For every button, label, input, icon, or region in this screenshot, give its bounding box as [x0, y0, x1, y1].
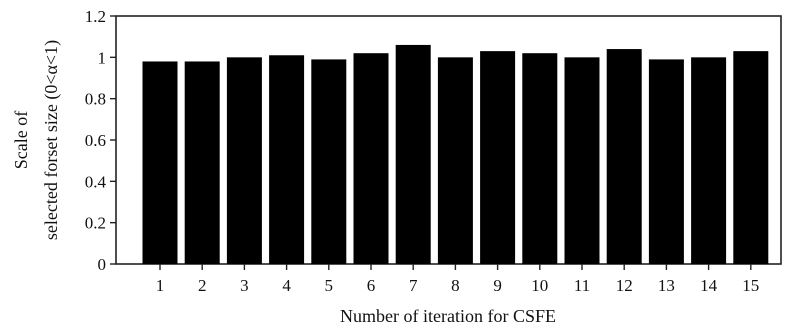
bar-14 [691, 57, 727, 265]
x-tick-label: 6 [367, 276, 376, 295]
x-tick-label: 15 [742, 276, 759, 295]
x-tick-label: 9 [493, 276, 502, 295]
bar-1 [142, 61, 178, 264]
y-tick-label: 1.2 [85, 7, 106, 26]
bar-9 [480, 51, 516, 265]
x-tick-label: 11 [574, 276, 590, 295]
y-tick-label: 0.2 [85, 214, 106, 233]
y-axis-title-line-2: selected forset size (0<α<1) [41, 40, 62, 240]
x-tick-label: 7 [409, 276, 418, 295]
y-tick-label: 0.6 [85, 131, 106, 150]
bar-13 [648, 59, 684, 265]
bar-12 [606, 49, 642, 264]
bar-11 [564, 57, 600, 265]
x-tick-label: 13 [658, 276, 675, 295]
bar-15 [733, 51, 769, 265]
x-tick-label: 14 [700, 276, 718, 295]
bar-4 [269, 55, 305, 265]
bar-2 [184, 61, 220, 264]
x-tick-label: 2 [198, 276, 207, 295]
y-axis: 0 0.2 0.4 0.6 0.8 1 1.2 [85, 7, 116, 274]
y-tick-label: 0 [98, 255, 107, 274]
x-tick-label: 12 [616, 276, 633, 295]
x-axis-title: Number of iteration for CSFE [340, 306, 556, 326]
x-tick-label: 3 [240, 276, 249, 295]
x-tick-label: 10 [531, 276, 548, 295]
bar-6 [353, 53, 389, 265]
y-axis-title-line-1: Scale of [11, 111, 31, 169]
y-tick-label: 0.4 [85, 172, 107, 191]
bar-7 [395, 44, 431, 264]
bar-8 [437, 57, 473, 265]
x-tick-label: 5 [325, 276, 334, 295]
x-axis: 1 2 3 4 5 6 7 8 9 10 11 12 13 14 15 [156, 264, 759, 295]
x-tick-label: 1 [156, 276, 165, 295]
bars-group [142, 44, 769, 265]
x-tick-label: 4 [282, 276, 291, 295]
y-tick-label: 0.8 [85, 90, 106, 109]
bar-3 [226, 57, 262, 265]
y-tick-label: 1 [98, 48, 107, 67]
bar-10 [522, 53, 558, 265]
bar-5 [311, 59, 347, 265]
x-tick-label: 8 [451, 276, 460, 295]
